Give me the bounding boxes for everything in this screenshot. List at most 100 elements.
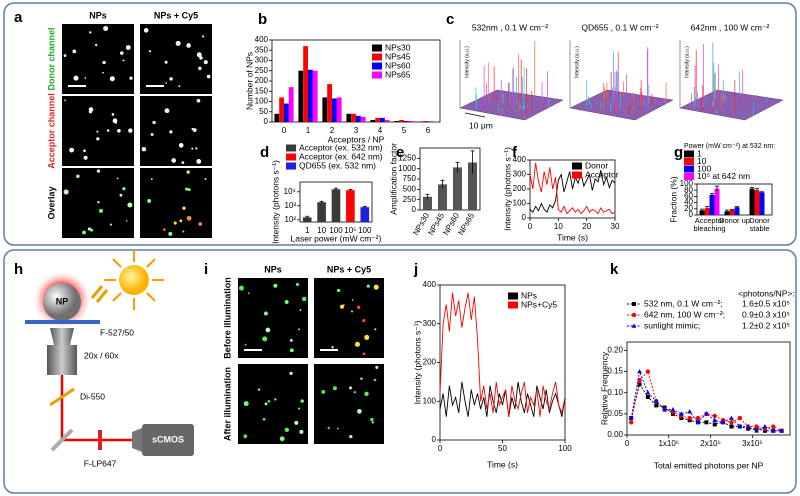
dichroic xyxy=(49,387,75,407)
x-tick-label: 1 xyxy=(306,126,311,135)
legend-label: Acceptor (ex. 532 nm) xyxy=(299,142,383,152)
y-tick-label: 40 xyxy=(684,198,693,207)
particle xyxy=(360,377,363,380)
bar xyxy=(428,121,433,122)
particle xyxy=(195,147,198,150)
particle xyxy=(82,230,86,235)
particle xyxy=(351,310,354,313)
particle xyxy=(247,292,250,294)
bar xyxy=(312,70,318,122)
bar xyxy=(303,46,308,122)
sun-rays xyxy=(104,250,164,310)
plot-frame xyxy=(271,39,441,123)
y-tick-label: 200 xyxy=(513,184,527,193)
particle xyxy=(116,177,119,180)
particle xyxy=(357,305,361,309)
marker xyxy=(628,420,634,425)
particle xyxy=(63,54,67,57)
particle xyxy=(186,43,191,48)
particle xyxy=(362,352,366,356)
y-tick-label: 300 xyxy=(255,56,269,65)
x-tick-label: 6 xyxy=(426,126,431,135)
particle xyxy=(279,436,285,442)
x-tick-label: 50 xyxy=(498,444,507,453)
legend-swatch xyxy=(372,71,382,79)
particle xyxy=(182,206,186,210)
particle xyxy=(199,56,203,60)
y-tick-label: 60 xyxy=(684,192,693,201)
bar xyxy=(408,120,414,122)
marker xyxy=(645,394,650,399)
marker xyxy=(770,428,776,433)
particle xyxy=(169,130,173,134)
particle xyxy=(63,189,69,195)
legend-label: QD655 (ex. 532 nm) xyxy=(299,160,376,170)
z-axis-label: Intensity (a.u.) xyxy=(574,46,580,78)
y-tick-label: 0.20 xyxy=(607,346,623,355)
y-tick-label: 1000 xyxy=(398,164,416,173)
particle xyxy=(171,158,176,163)
marker xyxy=(704,411,709,416)
particle xyxy=(175,40,181,46)
marker xyxy=(637,368,642,374)
y-tick-label: 20 xyxy=(684,204,693,213)
y-tick-label: 10² xyxy=(284,215,296,224)
x-tick-label: 0 xyxy=(438,444,443,453)
particle xyxy=(336,288,341,293)
marker xyxy=(729,420,734,425)
bar xyxy=(380,117,385,122)
y-tick-label: 0.15 xyxy=(607,367,623,376)
objective xyxy=(47,345,77,375)
filter-label: F-527/50 xyxy=(100,327,134,337)
legend-label: NPs65 xyxy=(385,69,411,79)
particle xyxy=(299,309,302,311)
objective-label: 20x / 60x xyxy=(84,350,119,360)
bar xyxy=(327,84,332,122)
legend-swatch xyxy=(286,162,296,170)
marker xyxy=(771,424,776,429)
particle xyxy=(103,26,109,32)
bar xyxy=(714,188,720,215)
bar xyxy=(468,162,477,210)
y-axis-label: Intensity (photons s⁻¹) xyxy=(270,160,280,244)
marker xyxy=(645,390,651,395)
bar xyxy=(394,120,400,122)
bar xyxy=(699,210,705,215)
y-tick-label: 500 xyxy=(403,184,417,193)
particle xyxy=(299,429,304,434)
bar xyxy=(308,69,313,122)
legend-label: 642 nm, 100 W cm⁻²; xyxy=(644,309,725,319)
surface-title: 642nm , 100 W cm⁻² xyxy=(691,22,770,32)
particle xyxy=(243,434,248,439)
surface-title: QD655 , 0.1 W cm⁻² xyxy=(581,22,658,32)
particle xyxy=(191,147,194,150)
x-axis-label: Laser power (mW cm⁻²) xyxy=(291,233,382,243)
y-tick-label: 250 xyxy=(403,195,417,204)
micrograph xyxy=(62,24,134,94)
bar xyxy=(346,190,355,222)
particle xyxy=(181,161,185,164)
particle xyxy=(173,221,177,225)
marker xyxy=(631,323,637,328)
particle xyxy=(364,334,370,340)
particle xyxy=(102,60,106,65)
legend-label: NPs60 xyxy=(385,60,411,70)
legend-label: NPs+Cy5 xyxy=(521,299,557,309)
mirror xyxy=(50,428,74,452)
particle xyxy=(332,386,337,391)
y-tick-label: 400 xyxy=(513,155,527,164)
y-tick-label: 400 xyxy=(255,35,269,44)
marker xyxy=(737,423,743,429)
particle xyxy=(99,208,103,213)
y-tick-label: 0 xyxy=(689,210,694,219)
legend-swatch xyxy=(572,162,582,170)
particle xyxy=(191,127,194,131)
particle xyxy=(196,52,202,58)
y-tick-label: 0.00 xyxy=(607,430,623,439)
particle xyxy=(109,76,115,82)
legend-title: Power (mW cm⁻²) at 532 nm: xyxy=(684,143,775,150)
bar xyxy=(302,217,312,222)
particle xyxy=(83,155,88,160)
